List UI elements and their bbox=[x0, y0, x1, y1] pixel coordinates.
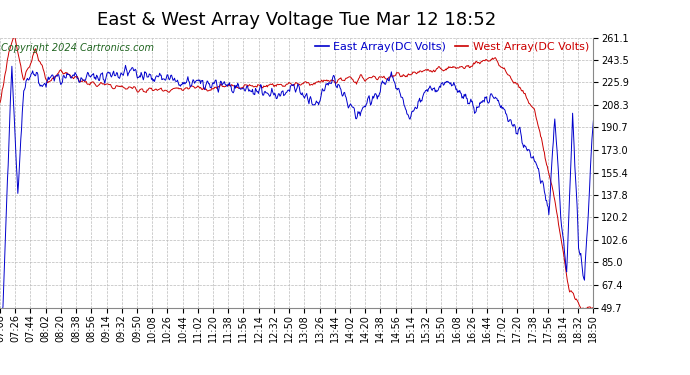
Text: East & West Array Voltage Tue Mar 12 18:52: East & West Array Voltage Tue Mar 12 18:… bbox=[97, 11, 496, 29]
Text: Copyright 2024 Cartronics.com: Copyright 2024 Cartronics.com bbox=[1, 43, 154, 53]
Legend: East Array(DC Volts), West Array(DC Volts): East Array(DC Volts), West Array(DC Volt… bbox=[311, 38, 593, 56]
